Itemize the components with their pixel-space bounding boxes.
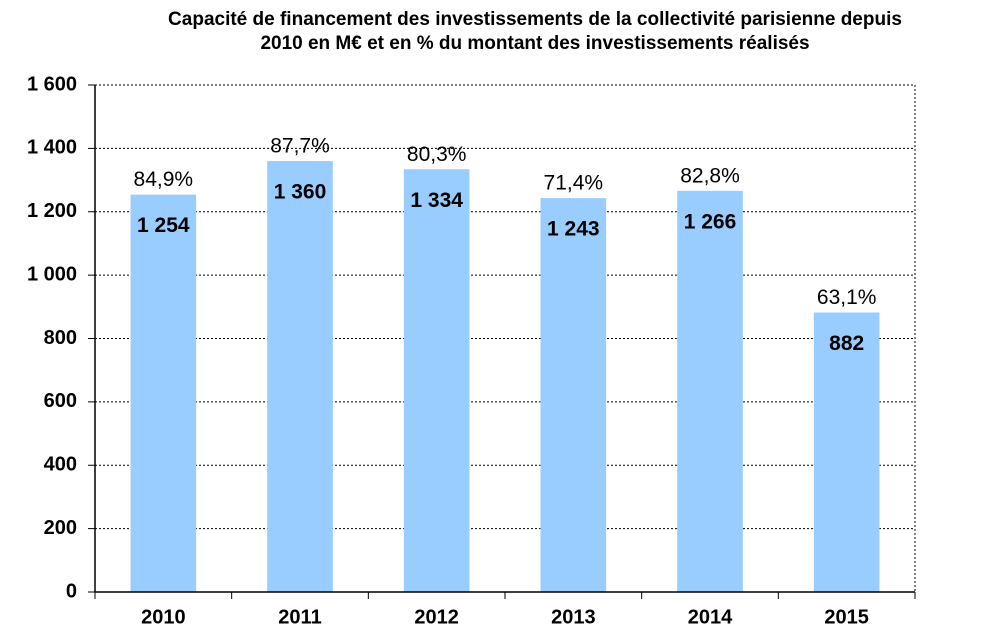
annotation: 84,9% <box>134 168 194 191</box>
x-tick-label: 2014 <box>688 606 733 628</box>
y-tick-label: 1 400 <box>27 137 77 159</box>
bar <box>677 190 743 592</box>
annotation: 63,1% <box>817 286 877 309</box>
x-tick-label: 2013 <box>551 606 596 628</box>
y-tick-label: 800 <box>44 327 77 349</box>
value-label: 1 266 <box>684 210 737 233</box>
annotation: 87,7% <box>270 135 330 158</box>
value-label: 1 334 <box>410 189 463 212</box>
value-label: 1 254 <box>137 214 190 237</box>
annotation: 82,8% <box>680 164 740 187</box>
bar <box>267 161 333 593</box>
y-tick-label: 1 600 <box>27 73 77 95</box>
x-tick-label: 2015 <box>824 606 869 628</box>
bar <box>130 194 197 593</box>
chart-title: Capacité de financement des investisseme… <box>168 9 902 30</box>
chart-title: 2010 en M€ et en % du montant des invest… <box>260 33 809 54</box>
x-tick-label: 2010 <box>141 606 186 628</box>
y-tick-label: 1 200 <box>27 200 77 222</box>
value-label: 1 360 <box>274 181 327 204</box>
value-label: 1 243 <box>547 218 600 241</box>
bar <box>813 312 880 592</box>
x-tick-label: 2012 <box>414 606 459 628</box>
annotation: 80,3% <box>407 143 467 166</box>
bar <box>540 198 607 592</box>
y-tick-label: 400 <box>44 454 77 476</box>
y-tick-label: 600 <box>44 390 77 412</box>
annotation: 71,4% <box>544 172 604 195</box>
bar <box>403 169 470 592</box>
y-tick-label: 0 <box>66 580 77 602</box>
y-tick-label: 1 000 <box>27 263 77 285</box>
y-tick-label: 200 <box>44 517 77 539</box>
value-label: 882 <box>829 332 864 355</box>
x-tick-label: 2011 <box>278 606 321 628</box>
